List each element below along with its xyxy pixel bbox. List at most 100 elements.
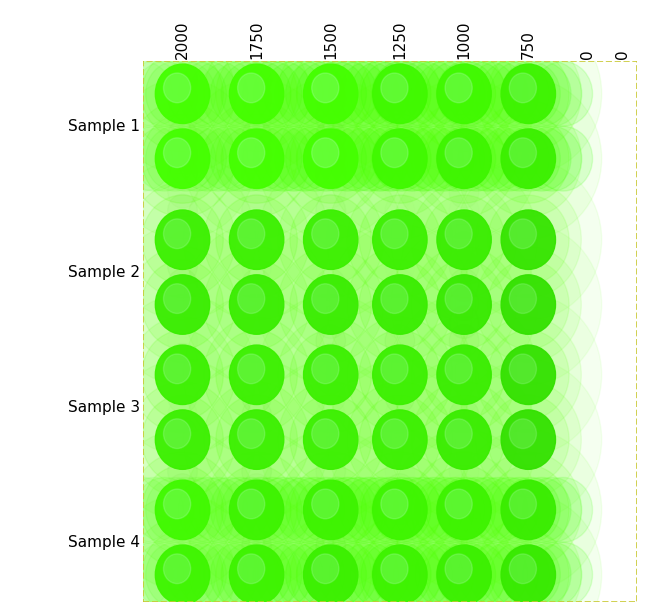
Circle shape bbox=[254, 61, 313, 126]
Circle shape bbox=[216, 49, 298, 138]
Circle shape bbox=[326, 295, 473, 455]
Circle shape bbox=[437, 545, 491, 604]
Circle shape bbox=[200, 478, 259, 542]
Circle shape bbox=[372, 129, 427, 188]
Circle shape bbox=[339, 478, 398, 542]
Circle shape bbox=[203, 382, 309, 497]
Circle shape bbox=[242, 542, 302, 607]
Circle shape bbox=[157, 126, 216, 191]
Circle shape bbox=[475, 36, 581, 152]
Circle shape bbox=[312, 354, 339, 384]
Circle shape bbox=[475, 182, 581, 298]
Circle shape bbox=[296, 126, 356, 191]
Circle shape bbox=[285, 126, 345, 191]
Circle shape bbox=[164, 354, 190, 384]
Circle shape bbox=[512, 126, 571, 191]
Circle shape bbox=[146, 478, 205, 542]
Circle shape bbox=[109, 295, 256, 455]
Circle shape bbox=[480, 126, 539, 191]
Circle shape bbox=[216, 395, 298, 484]
Circle shape bbox=[437, 275, 491, 334]
Circle shape bbox=[318, 542, 377, 607]
Circle shape bbox=[109, 494, 256, 614]
Circle shape bbox=[221, 478, 280, 542]
Circle shape bbox=[318, 61, 377, 126]
Circle shape bbox=[339, 126, 398, 191]
Circle shape bbox=[381, 138, 408, 168]
Circle shape bbox=[393, 126, 452, 191]
Circle shape bbox=[510, 554, 536, 584]
Circle shape bbox=[347, 317, 453, 433]
Circle shape bbox=[347, 517, 453, 614]
Circle shape bbox=[411, 247, 517, 362]
Circle shape bbox=[455, 79, 602, 239]
Circle shape bbox=[393, 542, 452, 607]
Circle shape bbox=[216, 330, 298, 419]
Circle shape bbox=[257, 79, 404, 239]
Circle shape bbox=[475, 101, 581, 217]
Circle shape bbox=[347, 452, 453, 568]
Circle shape bbox=[445, 73, 473, 103]
Circle shape bbox=[146, 61, 205, 126]
Circle shape bbox=[109, 359, 256, 520]
Circle shape bbox=[164, 73, 190, 103]
Circle shape bbox=[326, 14, 473, 174]
Circle shape bbox=[124, 61, 183, 126]
Circle shape bbox=[329, 542, 388, 607]
Circle shape bbox=[296, 61, 356, 126]
Circle shape bbox=[501, 210, 556, 270]
Circle shape bbox=[188, 126, 248, 191]
Circle shape bbox=[436, 126, 496, 191]
Circle shape bbox=[312, 138, 339, 168]
Circle shape bbox=[458, 126, 517, 191]
Circle shape bbox=[229, 345, 284, 405]
Circle shape bbox=[129, 382, 235, 497]
Circle shape bbox=[312, 554, 339, 584]
Circle shape bbox=[164, 284, 190, 314]
Circle shape bbox=[488, 114, 569, 203]
Circle shape bbox=[129, 36, 235, 152]
Circle shape bbox=[490, 478, 549, 542]
Circle shape bbox=[296, 478, 356, 542]
Circle shape bbox=[155, 345, 210, 405]
Circle shape bbox=[164, 138, 190, 168]
Circle shape bbox=[488, 530, 569, 614]
Circle shape bbox=[359, 260, 441, 349]
Circle shape bbox=[167, 542, 226, 607]
Circle shape bbox=[350, 61, 410, 126]
Circle shape bbox=[391, 494, 538, 614]
Circle shape bbox=[383, 126, 442, 191]
Circle shape bbox=[326, 160, 473, 320]
Circle shape bbox=[238, 284, 265, 314]
Circle shape bbox=[155, 410, 210, 469]
Circle shape bbox=[490, 542, 549, 607]
Circle shape bbox=[124, 478, 183, 542]
Text: 0: 0 bbox=[615, 49, 630, 59]
Circle shape bbox=[359, 114, 441, 203]
Circle shape bbox=[221, 126, 280, 191]
Circle shape bbox=[415, 542, 474, 607]
Circle shape bbox=[164, 489, 190, 519]
Circle shape bbox=[135, 61, 194, 126]
Circle shape bbox=[129, 182, 235, 298]
Circle shape bbox=[411, 382, 517, 497]
Circle shape bbox=[285, 542, 345, 607]
Circle shape bbox=[411, 182, 517, 298]
Circle shape bbox=[129, 247, 235, 362]
Circle shape bbox=[501, 545, 556, 604]
Circle shape bbox=[326, 494, 473, 614]
Circle shape bbox=[290, 195, 372, 284]
Circle shape bbox=[157, 478, 216, 542]
Circle shape bbox=[238, 554, 265, 584]
Circle shape bbox=[339, 542, 398, 607]
Circle shape bbox=[383, 61, 442, 126]
Circle shape bbox=[350, 478, 410, 542]
Circle shape bbox=[347, 182, 453, 298]
Circle shape bbox=[475, 317, 581, 433]
Circle shape bbox=[124, 126, 183, 191]
Circle shape bbox=[533, 61, 593, 126]
Circle shape bbox=[423, 114, 505, 203]
Circle shape bbox=[135, 478, 194, 542]
Circle shape bbox=[200, 61, 259, 126]
Circle shape bbox=[229, 545, 284, 604]
